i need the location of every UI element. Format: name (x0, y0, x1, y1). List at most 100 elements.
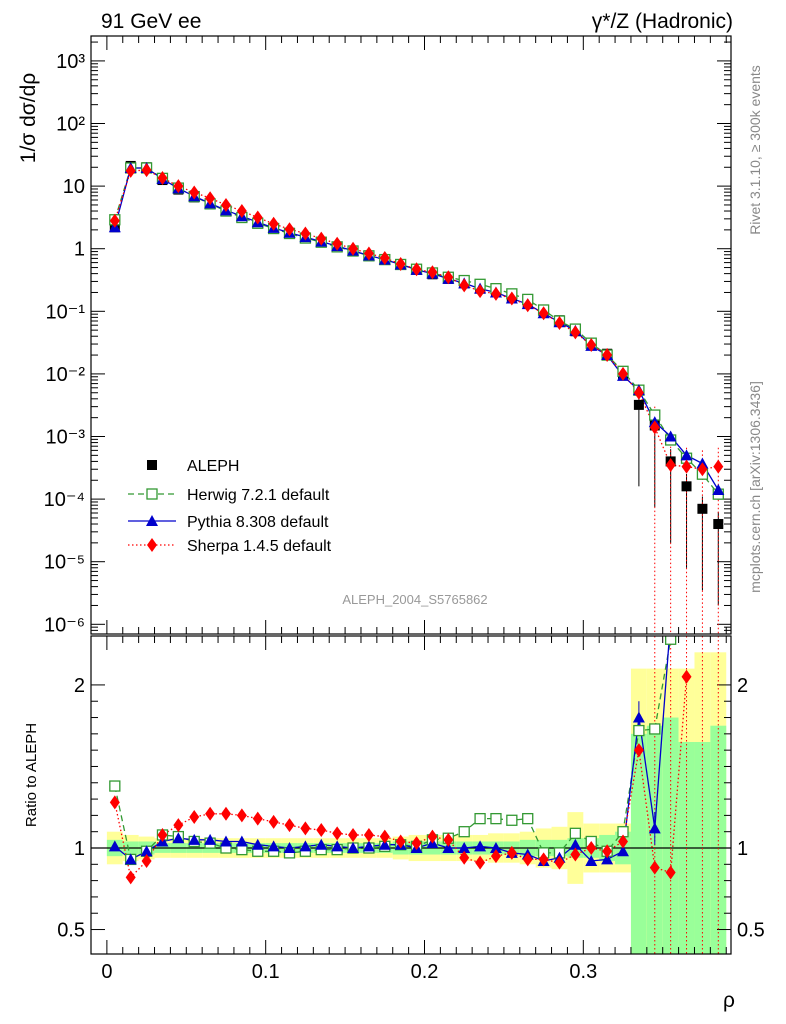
legend-label-herwig: Herwig 7.2.1 default (187, 487, 330, 504)
sherpa-point (316, 231, 327, 246)
y-tick-label: 10⁻⁴ (44, 489, 85, 511)
sherpa-ratio-point (157, 827, 168, 842)
ratio-panel: 0.5 0.5 1 1 2 2 0 0.1 0.2 0.3 Ratio to ALEPH ρ (23, 635, 765, 1012)
y-tick-label: 10⁻³ (46, 427, 86, 449)
x-axis-label: ρ (723, 989, 735, 1012)
ratio-y-axis-label: Ratio to ALEPH (23, 723, 40, 827)
x-tick-label: 0.2 (411, 961, 439, 983)
sherpa-ratio-point (141, 854, 152, 869)
sherpa-ratio-point (411, 836, 422, 851)
main-frame (90, 35, 732, 635)
sherpa-ratio-point (506, 845, 517, 860)
pythia-ratio-point (648, 822, 661, 834)
plot-title-right: γ*/Z (Hadronic) (592, 10, 733, 33)
sherpa-point (649, 420, 660, 435)
x-tick-label: 0 (101, 961, 112, 983)
pythia-ratio-point (489, 842, 502, 853)
y-tick-label: 10³ (56, 51, 85, 73)
sherpa-ratio-point (538, 852, 549, 867)
pythia-ratio-point (347, 842, 360, 853)
rivet-version-label: Rivet 3.1.10, ≥ 300k events (747, 65, 763, 235)
sherpa-ratio-point (665, 865, 676, 880)
pythia-ratio-point (299, 840, 312, 852)
x-tick-label: 0.3 (569, 961, 597, 983)
sherpa-ratio-point (189, 810, 200, 825)
legend-entry-sherpa: Sherpa 1.4.5 default (128, 538, 332, 555)
sherpa-ratio-point (490, 849, 501, 864)
sherpa-ratio-point (618, 834, 629, 849)
mcplots-credit-label: mcplots.cern.ch [arXiv:1306.3436] (747, 381, 763, 593)
sherpa-point (586, 337, 597, 352)
aleph-data-point (713, 519, 724, 530)
uncertainty-band-inner (710, 725, 727, 954)
sherpa-ratio-point (332, 826, 343, 841)
pythia-ratio-point (632, 711, 645, 723)
sherpa-point (554, 316, 565, 331)
y-tick-label: 10 (63, 176, 85, 198)
pythia-point (712, 483, 725, 495)
herwig-ratio-point (569, 827, 582, 839)
y-tick-label: 10⁻¹ (46, 301, 86, 323)
legend-marker-sherpa (147, 538, 157, 552)
aleph-data-point (633, 399, 644, 410)
pythia-ratio-point (188, 833, 201, 845)
sherpa-line (114, 169, 719, 470)
y-tick-label: 1 (74, 239, 85, 261)
sherpa-ratio-point (475, 855, 486, 870)
herwig-ratio-point (649, 723, 661, 735)
sherpa-point (252, 210, 263, 225)
sherpa-ratio-point (586, 841, 597, 855)
sherpa-point (713, 459, 724, 474)
sherpa-point (681, 459, 692, 474)
sherpa-ratio-point (109, 795, 120, 810)
aleph-data-point (681, 481, 692, 492)
watermark: ALEPH_2004_S5765862 (342, 592, 487, 607)
sherpa-point (236, 204, 247, 219)
sherpa-point (443, 270, 454, 285)
pythia-ratio-point (219, 835, 232, 847)
pythia-point (664, 430, 677, 442)
pythia-ratio-point (569, 838, 582, 850)
legend-entry-aleph: ALEPH (147, 458, 239, 475)
pythia-ratio-point (474, 840, 487, 852)
legend-entry-pythia: Pythia 8.308 default (128, 514, 329, 531)
pythia-ratio-point (172, 832, 185, 844)
legend-label-pythia: Pythia 8.308 default (187, 514, 329, 531)
pythia-ratio-point (378, 838, 391, 850)
sherpa-point (268, 216, 279, 231)
sherpa-ratio-point (268, 814, 279, 829)
sherpa-ratio-point (443, 832, 454, 847)
legend-marker-aleph (147, 460, 157, 470)
sherpa-point (300, 226, 311, 241)
legend-label-aleph: ALEPH (187, 458, 239, 475)
pythia-ratio-point (283, 842, 296, 853)
sherpa-point (459, 278, 470, 293)
sherpa-point (109, 213, 120, 228)
sherpa-ratio-point (236, 808, 247, 823)
sherpa-point (665, 458, 676, 473)
herwig-ratio-point (474, 812, 486, 825)
sherpa-point (411, 262, 422, 277)
sherpa-ratio-point (363, 827, 374, 842)
sherpa-point (379, 251, 390, 266)
pythia-ratio-point (267, 840, 280, 852)
herwig-ratio-point (633, 724, 645, 737)
sherpa-point (220, 197, 231, 212)
pythia-ratio-point (204, 833, 217, 845)
pythia-ratio-point (458, 842, 471, 853)
herwig-ratio-point (458, 826, 470, 838)
pythia-ratio-point (585, 855, 598, 867)
ratio-frame (90, 635, 732, 955)
sherpa-point (602, 348, 613, 363)
sherpa-point (395, 256, 406, 271)
legend-entry-herwig: Herwig 7.2.1 default (128, 487, 330, 504)
herwig-ratio-point (522, 812, 534, 825)
pythia-ratio-point (362, 840, 375, 852)
pythia-ratio-point (617, 845, 630, 857)
y-axis-label: 1/σ dσ/dρ (17, 73, 40, 163)
x-tick-label: 0.1 (252, 961, 280, 983)
y-tick-label: 10⁻⁶ (44, 614, 85, 636)
sherpa-ratio-point (173, 818, 184, 833)
herwig-line (114, 167, 719, 495)
